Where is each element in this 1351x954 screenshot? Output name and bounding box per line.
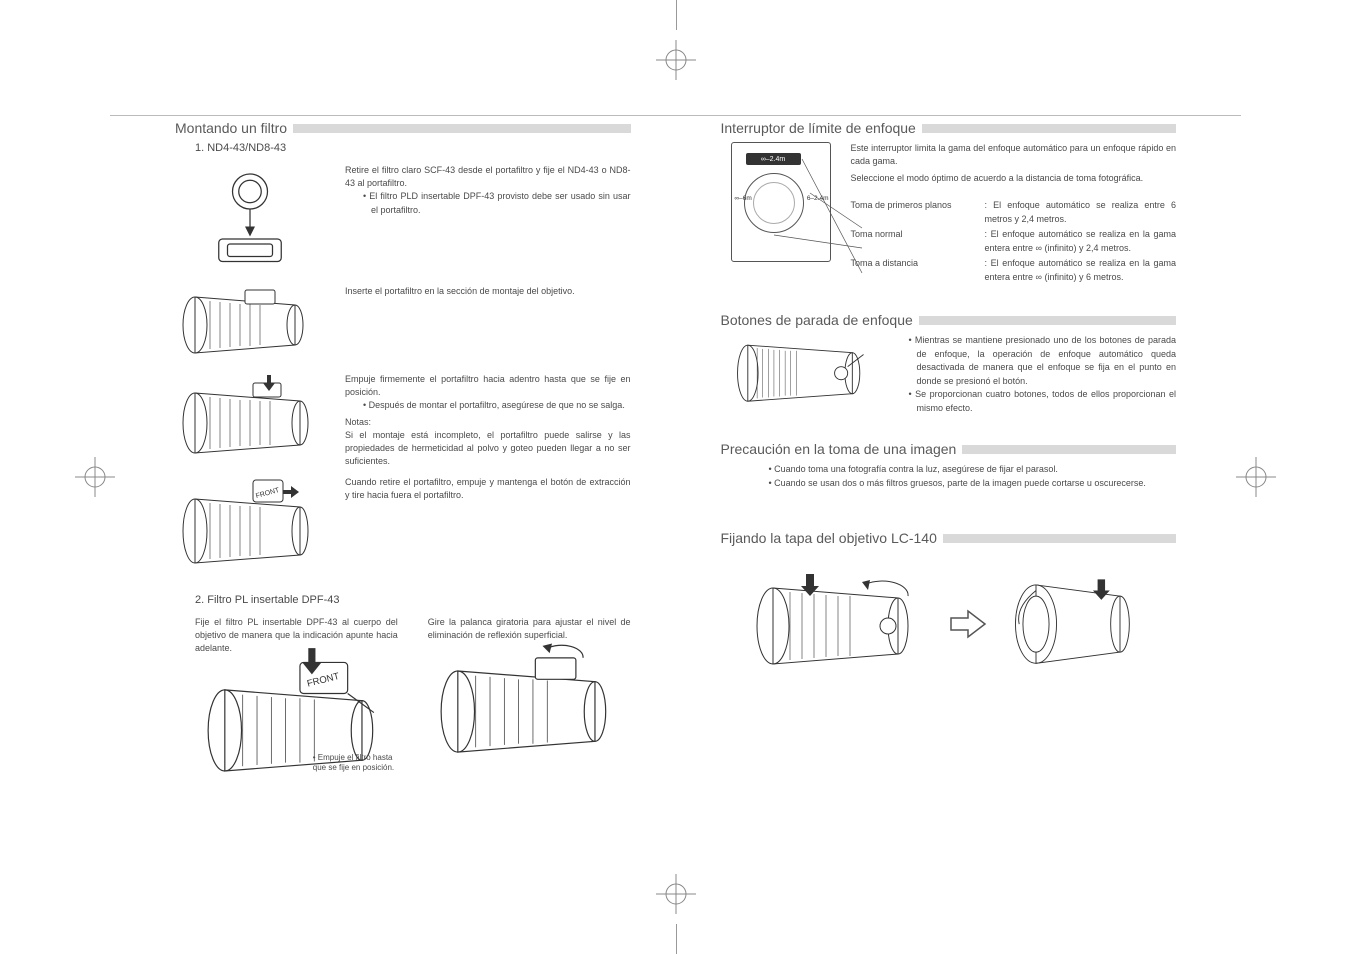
stop-bullet-1: Mientras se mantiene presionado uno de l… (909, 334, 1177, 388)
heading-text: Precaución en la toma de una imagen (721, 441, 957, 457)
precaution-list: Cuando toma una fotografía contra la luz… (751, 463, 1177, 490)
figure-pl-insert: FRONT • Empuje el filtro hasta que se fi… (195, 663, 398, 773)
mode-closeup: Toma de primeros planos : El enfoque aut… (851, 199, 1177, 226)
subheading-nd4: 1. ND4-43/ND8-43 (195, 142, 631, 154)
step-row-3: Empuje firmemente el portafiltro hacia a… (175, 373, 631, 469)
focus-switch-figure: ∞–2.4m ∞–6m 6–2.4m (731, 142, 831, 262)
heading-bar (922, 124, 1176, 133)
heading-text: Montando un filtro (175, 120, 287, 136)
page-spread: Montando un filtro 1. ND4-43/ND8-43 Reti… (0, 0, 1351, 954)
mode-normal: Toma normal : El enfoque automático se r… (851, 228, 1177, 255)
section-title-precaution: Precaución en la toma de una imagen (721, 441, 1177, 457)
figure-filter-ring (175, 164, 325, 277)
step1-body: Retire el filtro claro SCF-43 desde el p… (345, 164, 631, 190)
pl-two-column: Fije el filtro PL insertable DPF-43 al c… (195, 616, 631, 773)
section-title-stop-buttons: Botones de parada de enfoque (721, 312, 1177, 328)
focus-limit-row: ∞–2.4m ∞–6m 6–2.4m Este interruptor limi… (731, 142, 1177, 286)
left-page: Montando un filtro 1. ND4-43/ND8-43 Reti… (0, 0, 676, 954)
heading-text: Fijando la tapa del objetivo LC-140 (721, 530, 937, 546)
mode-distance: Toma a distancia : El enfoque automático… (851, 257, 1177, 284)
lc140-figures (721, 566, 1177, 681)
stop-bullet-2: Se proporcionan cuatro botones, todos de… (909, 388, 1177, 415)
heading-bar (943, 534, 1176, 543)
heading-bar (962, 445, 1176, 454)
heading-text: Botones de parada de enfoque (721, 312, 913, 328)
precaution-1: Cuando toma una fotografía contra la luz… (769, 463, 1177, 477)
figure-lc140-before (748, 566, 928, 681)
figure-pl-rotate (428, 650, 631, 760)
step3-text: Empuje firmemente el portafiltro hacia a… (345, 373, 631, 469)
step2-text: Inserte el portafiltro en la sección de … (345, 285, 631, 298)
pl-caption: • Empuje el filtro hasta que se fije en … (313, 753, 408, 774)
step1-bullet: El filtro PLD insertable DPF-43 provisto… (363, 190, 631, 217)
arrow-icon (948, 609, 988, 639)
step1-text: Retire el filtro claro SCF-43 desde el p… (345, 164, 631, 217)
section-title-focus-limit: Interruptor de límite de enfoque (721, 120, 1177, 136)
precaution-2: Cuando se usan dos o más filtros gruesos… (769, 477, 1177, 491)
figure-lens-remove: FRONT (175, 476, 325, 576)
mode1-val: : El enfoque automático se realiza entre… (985, 199, 1177, 226)
subheading-pl: 2. Filtro PL insertable DPF-43 (195, 594, 631, 606)
heading-text: Interruptor de límite de enfoque (721, 120, 916, 136)
step4-text: Cuando retire el portafiltro, empuje y m… (345, 476, 631, 502)
figure-stop-buttons (731, 334, 871, 413)
stop-buttons-row: Mientras se mantiene presionado uno de l… (731, 334, 1177, 415)
step3-body: Empuje firmemente el portafiltro hacia a… (345, 373, 631, 399)
switch-intro2: Seleccione el modo óptimo de acuerdo a l… (851, 172, 1177, 185)
mode-list: Toma de primeros planos : El enfoque aut… (851, 199, 1177, 284)
focus-limit-text: Este interruptor limita la gama del enfo… (851, 142, 1177, 286)
notes-label: Notas: (345, 416, 631, 429)
figure-lens-push (175, 373, 325, 463)
heading-bar (919, 316, 1176, 325)
step-row-1: Retire el filtro claro SCF-43 desde el p… (175, 164, 631, 277)
step-row-2: Inserte el portafiltro en la sección de … (175, 285, 631, 365)
section-title-mounting-filter: Montando un filtro (175, 120, 631, 136)
section-title-lc140: Fijando la tapa del objetivo LC-140 (721, 530, 1177, 546)
step-row-4: FRONT Cuando retire el portafiltro, empu… (175, 476, 631, 576)
figure-lens-insert (175, 285, 325, 365)
figure-lc140-after (1008, 570, 1148, 678)
leader-lines (732, 143, 892, 293)
pl-col-left: Fije el filtro PL insertable DPF-43 al c… (195, 616, 398, 773)
right-page: Interruptor de límite de enfoque ∞–2.4m … (676, 0, 1351, 954)
focus-switch-box: ∞–2.4m ∞–6m 6–2.4m (731, 142, 831, 262)
notes-body: Si el montaje está incompleto, el portaf… (345, 429, 631, 468)
step3-bullet: Después de montar el portafiltro, asegúr… (363, 399, 631, 413)
heading-bar (293, 124, 630, 133)
mode2-val: : El enfoque automático se realiza en la… (985, 228, 1177, 255)
switch-intro1: Este interruptor limita la gama del enfo… (851, 142, 1177, 168)
mode3-val: : El enfoque automático se realiza en la… (985, 257, 1177, 284)
pl-col-right: Gire la palanca giratoria para ajustar e… (428, 616, 631, 773)
stop-buttons-text: Mientras se mantiene presionado uno de l… (891, 334, 1177, 415)
